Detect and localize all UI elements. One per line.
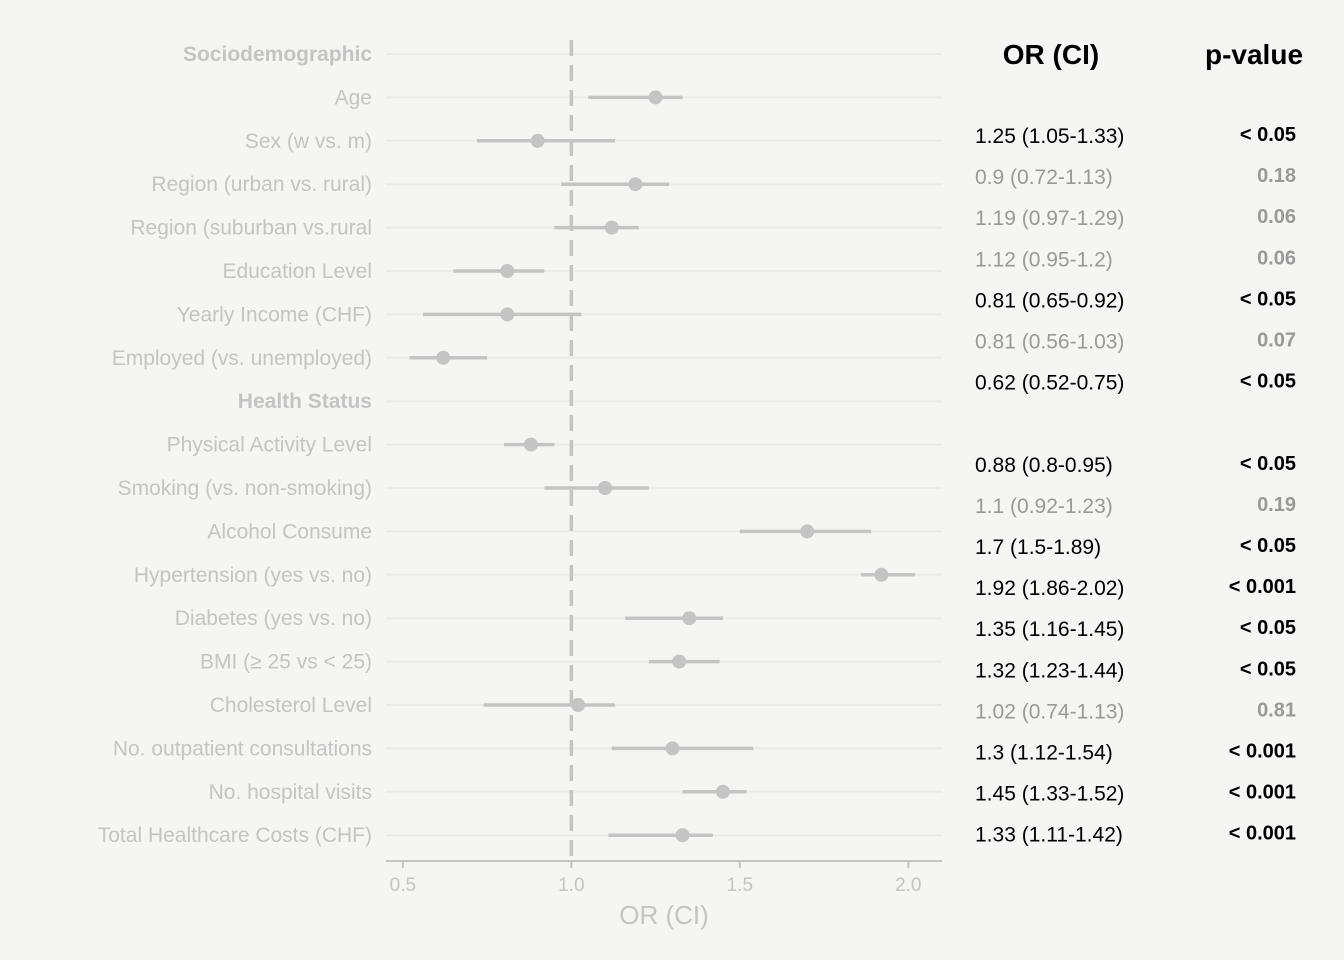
or-point: [436, 350, 451, 365]
section-header-label: Sociodemographic: [183, 43, 372, 66]
table-p-value: < 0.001: [1229, 741, 1296, 763]
table-or-ci: 1.02 (0.74-1.13): [975, 700, 1124, 723]
table-p-value: < 0.05: [1240, 124, 1296, 146]
table-p-value: 0.06: [1257, 206, 1296, 228]
or-point: [571, 698, 586, 712]
table-p-value: < 0.05: [1240, 658, 1296, 680]
grid-layer: [386, 53, 942, 837]
row-label: Alcohol Consume: [207, 520, 372, 543]
table-header-p-value: p-value: [1205, 39, 1303, 70]
table-p-value: < 0.05: [1240, 535, 1296, 557]
table-p-value: < 0.05: [1240, 617, 1296, 639]
or-point: [672, 654, 687, 669]
table-p-value: 0.06: [1257, 247, 1296, 269]
row-label: Smoking (vs. non-smoking): [118, 477, 372, 500]
row-labels: Sociodemographic Age Sex (w vs. m) Region (…: [98, 43, 373, 847]
row-label: BMI (≥ 25 vs < 25): [200, 651, 372, 674]
or-point: [648, 90, 663, 105]
table-or-ci: 1.12 (0.95-1.2): [975, 248, 1113, 271]
table-or-ci: 1.33 (1.11-1.42): [975, 824, 1123, 847]
table-p-value: 0.07: [1257, 330, 1296, 352]
or-point: [500, 307, 515, 322]
or-point: [800, 524, 815, 539]
table-p-value: < 0.05: [1240, 453, 1296, 475]
table-or-ci: 1.45 (1.33-1.52): [975, 783, 1124, 806]
or-point: [682, 611, 697, 626]
table-p-value: < 0.05: [1240, 288, 1296, 310]
table-or-ci: 1.1 (0.92-1.23): [975, 495, 1113, 518]
row-label: Hypertension (yes vs. no): [134, 564, 372, 587]
marks-layer: [409, 90, 916, 843]
x-axis-title: OR (CI): [619, 900, 709, 930]
row-label: Region (urban vs. rural): [151, 173, 372, 196]
or-point: [500, 264, 515, 278]
row-label: Diabetes (yes vs. no): [175, 607, 372, 630]
row-label: Age: [335, 86, 372, 109]
table-p-value: < 0.05: [1240, 371, 1296, 393]
or-point: [665, 741, 680, 756]
table-or-ci: 1.92 (1.86-2.02): [975, 577, 1124, 600]
or-table: OR (CI) p-value 1.25 (1.05-1.33) < 0.05 0.…: [975, 39, 1303, 847]
or-point: [598, 481, 613, 495]
x-tick-label: 2.0: [895, 875, 921, 896]
x-tick-label: 0.5: [390, 875, 416, 896]
row-label: Total Healthcare Costs (CHF): [98, 824, 372, 847]
row-label: Physical Activity Level: [167, 434, 372, 457]
section-header-label: Health Status: [238, 390, 372, 413]
x-tick-label: 1.0: [558, 875, 584, 896]
table-p-value: < 0.001: [1229, 782, 1296, 804]
x-axis: OR (CI) 0.5 1.0 1.5 2.0: [386, 860, 942, 930]
row-label: Sex (w vs. m): [245, 130, 372, 153]
row-label: No. outpatient consultations: [113, 737, 372, 760]
row-label: No. hospital visits: [209, 781, 372, 804]
x-tick-label: 1.5: [727, 875, 753, 896]
table-or-ci: 1.35 (1.16-1.45): [975, 618, 1124, 641]
table-or-ci: 0.62 (0.52-0.75): [975, 372, 1124, 395]
row-label: Employed (vs. unemployed): [112, 347, 372, 370]
table-p-value: < 0.001: [1229, 576, 1296, 598]
table-header-or-ci: OR (CI): [1003, 39, 1099, 70]
row-label: Cholesterol Level: [210, 694, 372, 717]
table-p-value: < 0.001: [1229, 823, 1296, 845]
table-or-ci: 0.81 (0.56-1.03): [975, 331, 1124, 354]
table-p-value: 0.19: [1257, 494, 1296, 516]
table-or-ci: 1.19 (0.97-1.29): [975, 207, 1124, 230]
table-p-value: 0.18: [1257, 165, 1296, 187]
or-point: [530, 133, 545, 148]
table-or-ci: 1.3 (1.12-1.54): [975, 742, 1113, 765]
row-label: Region (suburban vs.rural: [130, 217, 372, 240]
or-point: [675, 828, 690, 843]
row-label: Yearly Income (CHF): [177, 303, 372, 326]
or-point: [715, 784, 730, 799]
or-point: [523, 437, 538, 452]
table-p-value: 0.81: [1257, 699, 1296, 721]
table-or-ci: 0.81 (0.65-0.92): [975, 289, 1124, 312]
or-point: [604, 220, 619, 235]
or-point: [874, 567, 889, 582]
table-or-ci: 1.25 (1.05-1.33): [975, 125, 1124, 148]
table-or-ci: 1.7 (1.5-1.89): [975, 536, 1101, 559]
table-or-ci: 1.32 (1.23-1.44): [975, 659, 1124, 682]
or-point: [628, 177, 643, 192]
table-or-ci: 0.9 (0.72-1.13): [975, 166, 1113, 189]
row-label: Education Level: [223, 260, 372, 283]
table-or-ci: 0.88 (0.8-0.95): [975, 454, 1113, 477]
